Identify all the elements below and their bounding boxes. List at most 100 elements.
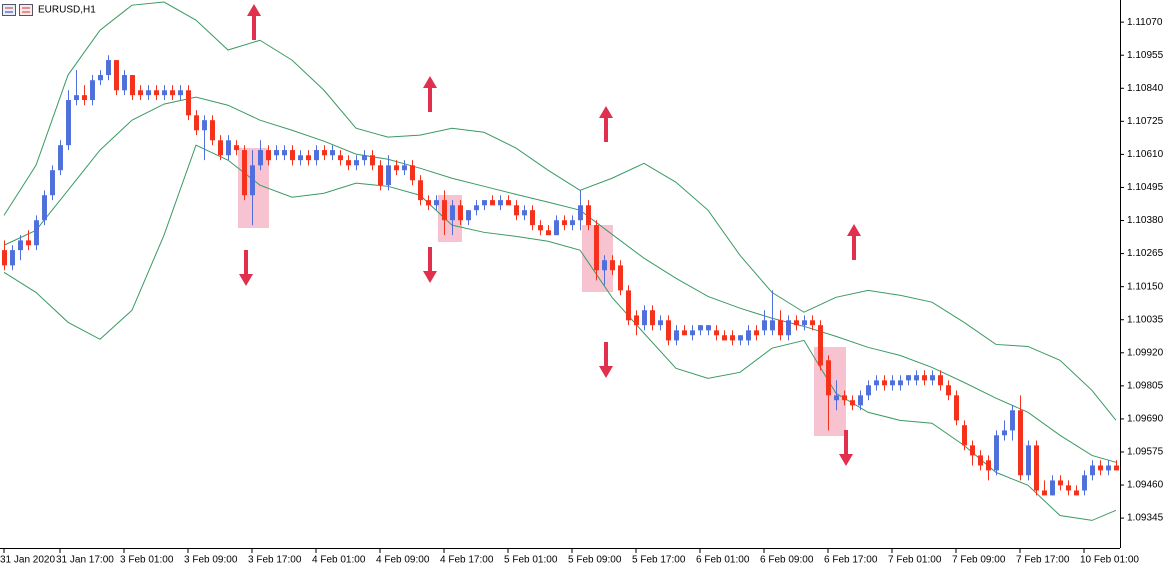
y-tick-label: 1.10265 bbox=[1127, 248, 1164, 259]
candle-body bbox=[322, 150, 327, 156]
down-arrow bbox=[599, 342, 613, 378]
candle-body bbox=[922, 375, 927, 381]
y-tick-label: 1.10955 bbox=[1127, 50, 1164, 61]
candle-body bbox=[1010, 410, 1015, 431]
candle-body bbox=[250, 165, 255, 196]
y-tick-label: 1.11070 bbox=[1127, 17, 1163, 28]
candle-body bbox=[362, 155, 367, 161]
chart-title: EURUSD,H1 bbox=[38, 5, 96, 16]
candle-body bbox=[762, 320, 767, 331]
candle-body bbox=[738, 335, 743, 341]
signal-box bbox=[438, 195, 462, 242]
candle-body bbox=[458, 205, 463, 221]
candle-body bbox=[26, 240, 31, 246]
x-tick-label: 4 Feb 09:00 bbox=[376, 555, 430, 566]
candle-body bbox=[994, 435, 999, 471]
candle-body bbox=[682, 330, 687, 336]
candle-body bbox=[290, 150, 295, 161]
candle-body bbox=[522, 210, 527, 216]
down-arrow bbox=[239, 250, 253, 286]
candle-body bbox=[554, 220, 559, 236]
down-arrow bbox=[839, 430, 853, 466]
candle-body bbox=[1074, 490, 1079, 496]
candle-body bbox=[394, 165, 399, 171]
candle-body bbox=[1106, 465, 1111, 471]
candle-body bbox=[658, 320, 663, 326]
x-tick-label: 5 Feb 09:00 bbox=[568, 555, 622, 566]
candle-body bbox=[426, 200, 431, 206]
candle-body bbox=[1098, 465, 1103, 471]
candle-body bbox=[626, 290, 631, 321]
candle-body bbox=[434, 200, 439, 206]
candle-body bbox=[410, 165, 415, 181]
signal-arrows bbox=[239, 4, 861, 466]
candle-body bbox=[162, 90, 167, 96]
candle-body bbox=[642, 310, 647, 326]
y-tick-label: 1.09920 bbox=[1127, 347, 1164, 358]
candle-body bbox=[202, 120, 207, 131]
y-tick-label: 1.10035 bbox=[1127, 314, 1164, 325]
candle-body bbox=[178, 90, 183, 96]
candle-body bbox=[562, 220, 567, 226]
candle-body bbox=[954, 395, 959, 421]
candle-body bbox=[482, 200, 487, 206]
candle-body bbox=[330, 150, 335, 156]
candle-body bbox=[114, 60, 119, 91]
candle-body bbox=[514, 205, 519, 216]
candle-body bbox=[314, 150, 319, 161]
candle-body bbox=[74, 95, 79, 101]
up-arrow bbox=[847, 224, 861, 260]
candle-body bbox=[402, 165, 407, 171]
candle-body bbox=[1114, 465, 1119, 471]
candle-body bbox=[226, 140, 231, 156]
y-tick-label: 1.10610 bbox=[1127, 149, 1164, 160]
candle-body bbox=[970, 445, 975, 456]
candle-body bbox=[706, 325, 711, 331]
candle-body bbox=[66, 100, 71, 146]
candle-body bbox=[122, 75, 127, 91]
x-tick-label: 7 Feb 01:00 bbox=[888, 555, 942, 566]
candle-body bbox=[1090, 465, 1095, 476]
candle-body bbox=[234, 145, 239, 151]
candle-body bbox=[370, 155, 375, 166]
candle-body bbox=[890, 380, 895, 386]
y-tick-label: 1.10380 bbox=[1127, 215, 1164, 226]
icon bbox=[19, 4, 33, 16]
candle-body bbox=[818, 325, 823, 366]
candle-body bbox=[154, 90, 159, 96]
x-tick-label: 10 Feb 01:00 bbox=[1080, 555, 1139, 566]
x-tick-label: 7 Feb 17:00 bbox=[1016, 555, 1070, 566]
y-tick-label: 1.09345 bbox=[1127, 513, 1164, 524]
candle-body bbox=[346, 160, 351, 166]
candle-body bbox=[842, 395, 847, 401]
candle-body bbox=[266, 150, 271, 161]
candle-body bbox=[138, 90, 143, 96]
candle-body bbox=[218, 140, 223, 156]
candle-body bbox=[106, 60, 111, 76]
x-tick-label: 3 Feb 09:00 bbox=[184, 555, 238, 566]
candle-body bbox=[418, 180, 423, 201]
y-tick-label: 1.10495 bbox=[1127, 182, 1164, 193]
candle-body bbox=[962, 425, 967, 446]
candle-body bbox=[722, 335, 727, 341]
candle-body bbox=[82, 95, 87, 101]
candle-body bbox=[946, 385, 951, 396]
candle-body bbox=[1066, 485, 1071, 491]
candle-body bbox=[274, 150, 279, 156]
candle-body bbox=[666, 320, 671, 341]
x-tick-label: 6 Feb 17:00 bbox=[824, 555, 878, 566]
candle-body bbox=[498, 200, 503, 206]
x-tick-label: 6 Feb 01:00 bbox=[696, 555, 750, 566]
candle-body bbox=[794, 320, 799, 326]
candle-body bbox=[42, 195, 47, 221]
up-arrow bbox=[423, 76, 437, 112]
candle-body bbox=[778, 320, 783, 336]
up-arrow bbox=[247, 4, 261, 40]
candle-body bbox=[978, 455, 983, 466]
candle-body bbox=[866, 385, 871, 396]
candle-body bbox=[450, 205, 455, 221]
candle-body bbox=[586, 205, 591, 226]
candle-body bbox=[906, 375, 911, 381]
